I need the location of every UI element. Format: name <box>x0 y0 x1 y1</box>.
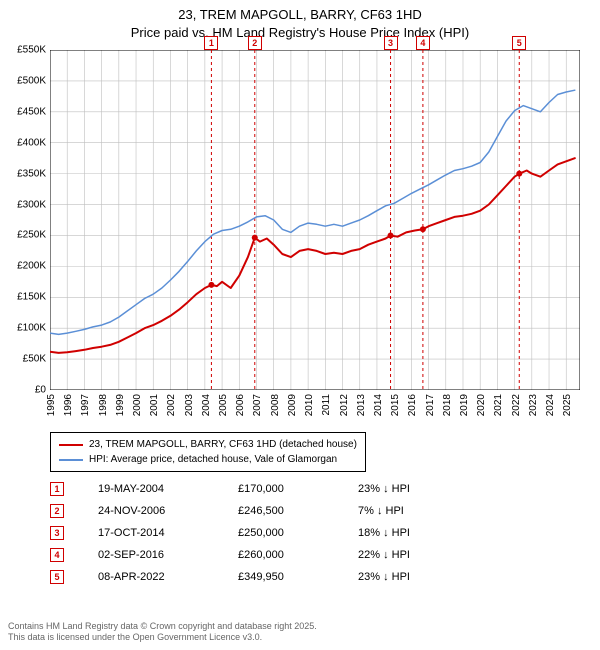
x-tick-label: 2003 <box>184 394 195 416</box>
y-tick-label: £550K <box>17 45 46 56</box>
y-tick-label: £100K <box>17 323 46 334</box>
transaction-marker: 2 <box>50 504 64 518</box>
y-tick-label: £50K <box>23 354 46 365</box>
x-tick-label: 2010 <box>304 394 315 416</box>
transaction-date: 08-APR-2022 <box>98 571 238 583</box>
x-tick-label: 2000 <box>132 394 143 416</box>
transaction-row: 4 02-SEP-2016£260,00022% ↓ HPI <box>50 544 458 566</box>
y-tick-label: £0 <box>35 385 46 396</box>
y-tick-label: £350K <box>17 168 46 179</box>
plot-svg <box>50 50 580 390</box>
transaction-row: 1 19-MAY-2004£170,00023% ↓ HPI <box>50 478 458 500</box>
x-tick-label: 1996 <box>63 394 74 416</box>
y-axis: £0£50K£100K£150K£200K£250K£300K£350K£400… <box>0 50 50 390</box>
transaction-date: 19-MAY-2004 <box>98 483 238 495</box>
transaction-marker: 4 <box>50 548 64 562</box>
x-tick-label: 2009 <box>287 394 298 416</box>
x-tick-label: 2002 <box>166 394 177 416</box>
chart-title: 23, TREM MAPGOLL, BARRY, CF63 1HD Price … <box>0 0 600 41</box>
y-tick-label: £500K <box>17 75 46 86</box>
transaction-diff: 18% ↓ HPI <box>358 527 458 539</box>
x-tick-label: 2014 <box>373 394 384 416</box>
event-marker-3: 3 <box>384 36 398 50</box>
transaction-row: 3 17-OCT-2014£250,00018% ↓ HPI <box>50 522 458 544</box>
x-tick-label: 1999 <box>115 394 126 416</box>
event-marker-1: 1 <box>204 36 218 50</box>
transaction-row: 2 24-NOV-2006£246,5007% ↓ HPI <box>50 500 458 522</box>
y-tick-label: £200K <box>17 261 46 272</box>
series-price_paid <box>50 158 575 353</box>
x-tick-label: 2021 <box>493 394 504 416</box>
x-tick-label: 2008 <box>270 394 281 416</box>
x-tick-label: 2013 <box>356 394 367 416</box>
event-marker-4: 4 <box>416 36 430 50</box>
legend-item: HPI: Average price, detached house, Vale… <box>59 452 357 467</box>
event-marker-5: 5 <box>512 36 526 50</box>
transaction-date: 02-SEP-2016 <box>98 549 238 561</box>
x-tick-label: 1997 <box>80 394 91 416</box>
chart-container: { "title_line1": "23, TREM MAPGOLL, BARR… <box>0 0 600 650</box>
x-tick-label: 2001 <box>149 394 160 416</box>
title-line-1: 23, TREM MAPGOLL, BARRY, CF63 1HD <box>178 7 421 22</box>
x-tick-label: 2004 <box>201 394 212 416</box>
x-tick-label: 1995 <box>46 394 57 416</box>
y-tick-label: £450K <box>17 106 46 117</box>
x-tick-label: 2012 <box>339 394 350 416</box>
x-tick-label: 2017 <box>425 394 436 416</box>
x-tick-label: 2005 <box>218 394 229 416</box>
transaction-price: £246,500 <box>238 505 358 517</box>
transaction-row: 5 08-APR-2022£349,95023% ↓ HPI <box>50 566 458 588</box>
transaction-diff: 7% ↓ HPI <box>358 505 458 517</box>
transaction-marker: 3 <box>50 526 64 540</box>
transaction-date: 17-OCT-2014 <box>98 527 238 539</box>
x-tick-label: 2023 <box>528 394 539 416</box>
series-hpi <box>50 90 575 334</box>
legend: 23, TREM MAPGOLL, BARRY, CF63 1HD (detac… <box>50 432 366 472</box>
transactions-table: 119-MAY-2004£170,00023% ↓ HPI224-NOV-200… <box>50 478 458 588</box>
legend-swatch <box>59 444 83 446</box>
x-tick-label: 1998 <box>98 394 109 416</box>
footer-line-1: Contains HM Land Registry data © Crown c… <box>8 621 317 631</box>
x-tick-label: 2006 <box>235 394 246 416</box>
x-tick-label: 2019 <box>459 394 470 416</box>
x-tick-label: 2025 <box>562 394 573 416</box>
event-marker-2: 2 <box>248 36 262 50</box>
y-tick-label: £400K <box>17 137 46 148</box>
x-tick-label: 2007 <box>252 394 263 416</box>
footer-attribution: Contains HM Land Registry data © Crown c… <box>8 621 317 644</box>
y-tick-label: £250K <box>17 230 46 241</box>
y-tick-label: £300K <box>17 199 46 210</box>
legend-label: 23, TREM MAPGOLL, BARRY, CF63 1HD (detac… <box>89 437 357 452</box>
plot-area <box>50 50 580 390</box>
x-axis: 1995199619971998199920002001200220032004… <box>50 390 580 430</box>
y-tick-label: £150K <box>17 292 46 303</box>
transaction-price: £349,950 <box>238 571 358 583</box>
transaction-marker: 5 <box>50 570 64 584</box>
transaction-price: £170,000 <box>238 483 358 495</box>
x-tick-label: 2015 <box>390 394 401 416</box>
transaction-diff: 23% ↓ HPI <box>358 483 458 495</box>
transaction-price: £260,000 <box>238 549 358 561</box>
x-tick-label: 2011 <box>321 394 332 416</box>
legend-label: HPI: Average price, detached house, Vale… <box>89 452 337 467</box>
x-tick-label: 2024 <box>545 394 556 416</box>
legend-swatch <box>59 459 83 461</box>
transaction-diff: 23% ↓ HPI <box>358 571 458 583</box>
x-tick-label: 2022 <box>511 394 522 416</box>
x-tick-label: 2016 <box>407 394 418 416</box>
footer-line-2: This data is licensed under the Open Gov… <box>8 632 262 642</box>
transaction-price: £250,000 <box>238 527 358 539</box>
transaction-date: 24-NOV-2006 <box>98 505 238 517</box>
transaction-marker: 1 <box>50 482 64 496</box>
transaction-diff: 22% ↓ HPI <box>358 549 458 561</box>
x-tick-label: 2018 <box>442 394 453 416</box>
legend-item: 23, TREM MAPGOLL, BARRY, CF63 1HD (detac… <box>59 437 357 452</box>
x-tick-label: 2020 <box>476 394 487 416</box>
